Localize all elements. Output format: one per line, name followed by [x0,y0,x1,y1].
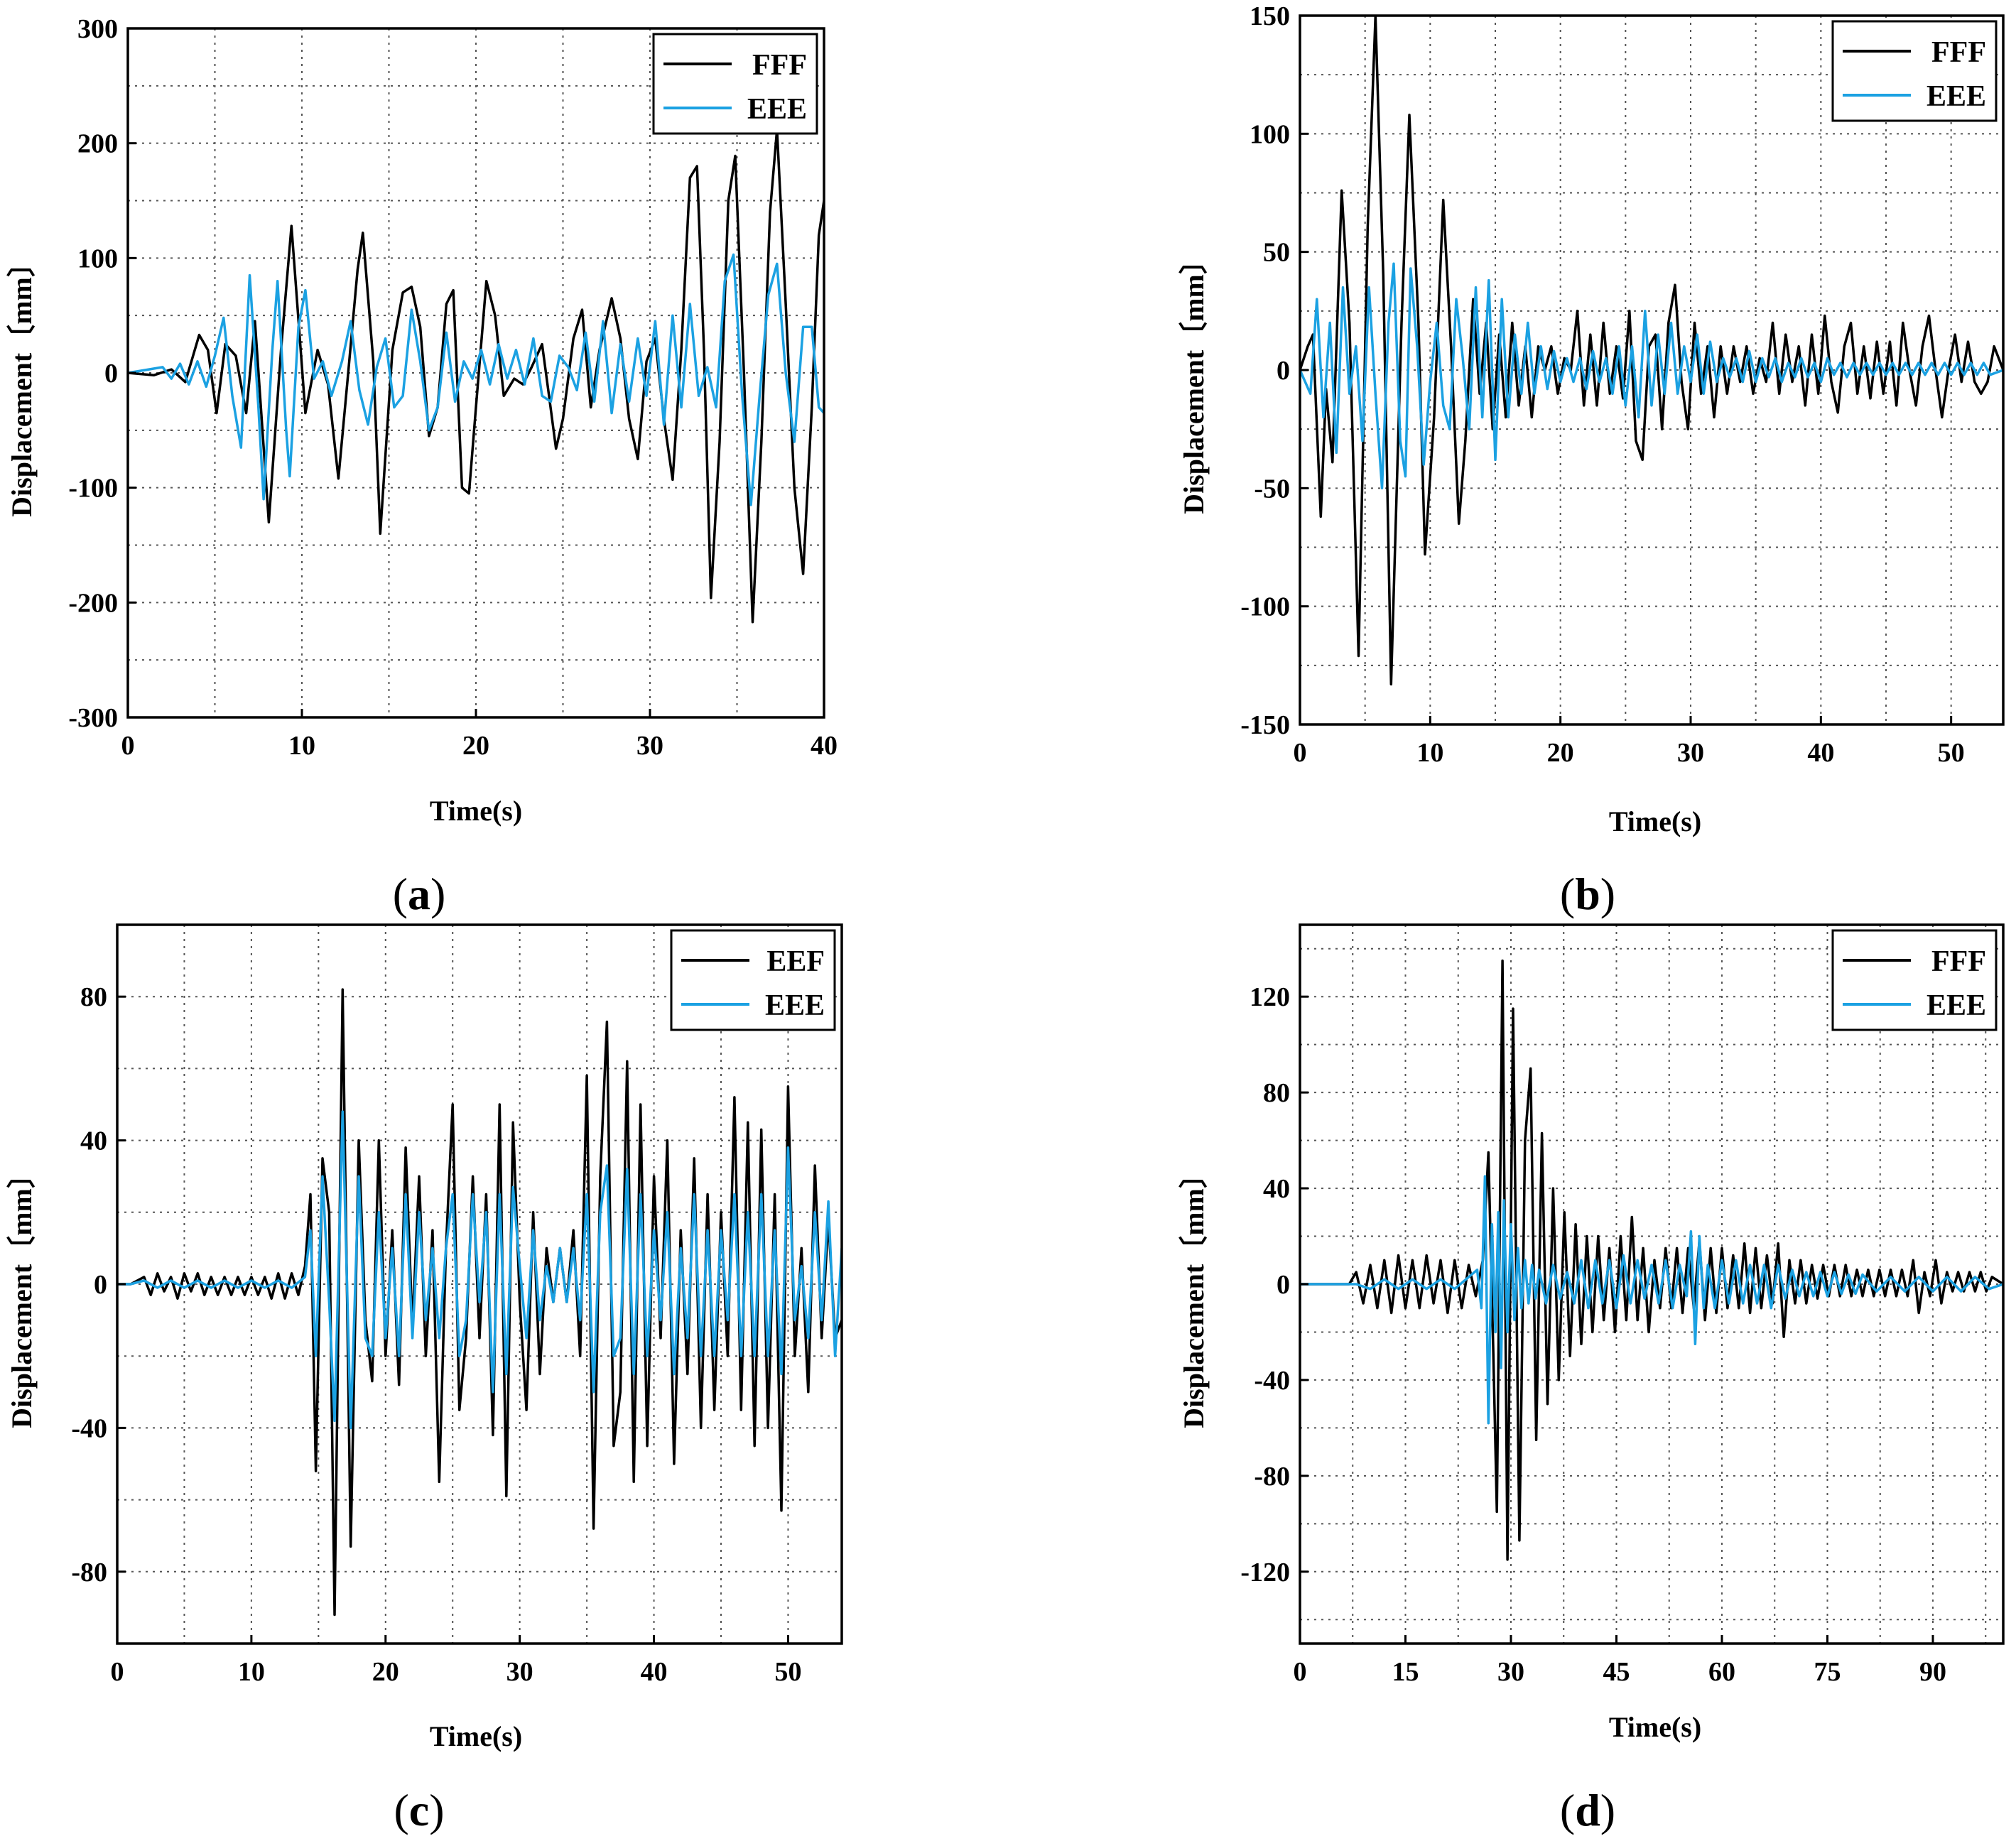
y-tick-label: 40 [1263,1174,1290,1204]
x-tick-label: 60 [1708,1657,1735,1687]
panel-label: (d) [1560,1785,1615,1835]
panel-letter: b [1575,869,1600,919]
x-tick-label: 20 [1547,738,1574,768]
legend: FFF EEE [652,33,818,135]
panel-label: (c) [394,1785,444,1835]
x-tick-label: 0 [111,1657,124,1687]
panel-letter: a [408,869,430,919]
grid-lines [1300,16,2003,724]
x-tick-label: 0 [1294,738,1307,768]
x-tick-label: 10 [1416,738,1443,768]
legend-label: FFF [752,49,807,82]
y-axis-title: Displacement〔mm〕 [1178,246,1210,514]
y-axis-title: Displacement〔mm〕 [6,249,38,517]
y-tick-label: 0 [1277,356,1290,386]
y-tick-label: 0 [104,359,118,389]
x-tick-label: 30 [506,1657,533,1687]
x-tick-label: 45 [1603,1657,1630,1687]
y-tick-label: 100 [77,244,118,273]
y-tick-label: -120 [1240,1558,1290,1587]
y-tick-label: 100 [1250,119,1290,149]
y-tick-label: 120 [1250,982,1290,1012]
y-tick-label: -200 [68,588,118,618]
x-tick-label: 40 [1807,738,1834,768]
y-tick-label: -80 [71,1558,107,1587]
panel-letter: d [1575,1785,1600,1835]
y-axis-title: Displacement〔mm〕 [1178,1160,1210,1428]
panel-label: (b) [1560,869,1615,919]
x-tick-label: 20 [462,731,489,761]
legend-box [670,929,836,1031]
y-tick-label: 0 [94,1270,107,1300]
x-tick-label: 0 [121,731,135,761]
legend-box [652,33,818,135]
x-axis-title: Time(s) [430,1720,522,1752]
y-tick-label: -50 [1254,474,1290,504]
y-tick-label: -100 [68,474,118,504]
y-tick-label: 0 [1277,1270,1290,1300]
series-line-eee [1300,262,2003,490]
legend: EEF EEE [670,929,836,1031]
x-tick-label: 50 [1938,738,1965,768]
legend-label: FFF [1931,36,1986,69]
y-tick-label: 80 [1263,1078,1290,1108]
x-tick-label: 40 [811,731,838,761]
x-tick-label: 10 [238,1657,265,1687]
y-tick-label: -40 [1254,1366,1290,1396]
legend-label: EEE [1926,80,1986,113]
x-tick-label: 15 [1392,1657,1419,1687]
chart-panel-d: 0 15 30 45 60 75 90 -120 -80 -40 0 40 80 120 Time(s) Di… [1178,923,2005,1835]
y-tick-label: -150 [1240,710,1290,740]
y-axis-title: Displacement〔mm〕 [6,1160,38,1428]
y-tick-label: -40 [71,1413,107,1443]
y-tick-label: 50 [1263,238,1290,268]
legend-label: FFF [1931,945,1986,978]
chart-panel-c: 0 10 20 30 40 50 -80 -40 0 40 80 Time(s) Displacemen… [6,923,843,1835]
grid-lines [128,28,824,717]
legend-label: EEE [1926,989,1986,1022]
chart-panel-b: 0 10 20 30 40 50 -150 -100 -50 0 50 100 150 Time(s) Di… [1178,1,2005,919]
legend-box [1831,929,1998,1031]
legend-label: EEE [747,93,807,126]
series-line-eee [1300,1175,2003,1425]
x-tick-label: 20 [372,1657,399,1687]
series-line-eee [128,253,824,506]
y-tick-label: -100 [1240,592,1290,622]
legend-label: EEE [765,989,825,1022]
x-tick-label: 10 [288,731,315,761]
y-tick-label: 80 [80,982,107,1012]
x-axis-title: Time(s) [430,795,522,827]
x-tick-label: 75 [1814,1657,1841,1687]
y-tick-label: 150 [1250,1,1290,31]
legend-box [1831,20,1998,122]
y-tick-label: 40 [80,1126,107,1156]
x-tick-label: 40 [641,1657,668,1687]
x-tick-label: 50 [774,1657,801,1687]
x-tick-label: 30 [1497,1657,1524,1687]
chart-panel-a: 0 10 20 30 40 -300 -200 -100 0 100 200 300 Time(s) Di… [6,14,838,919]
panel-letter: c [409,1785,429,1835]
x-tick-label: 90 [1919,1657,1946,1687]
y-tick-label: -80 [1254,1462,1290,1492]
panel-label: (a) [393,869,446,919]
y-tick-label: -300 [68,703,118,733]
legend: FFF EEE [1831,929,1998,1031]
x-tick-label: 30 [1677,738,1704,768]
x-axis-title: Time(s) [1609,1711,1701,1743]
series-line-eee [117,1110,842,1430]
y-tick-label: 300 [77,14,118,44]
legend: FFF EEE [1831,20,1998,122]
legend-label: EEF [766,945,825,978]
x-tick-label: 30 [636,731,663,761]
x-tick-label: 0 [1294,1657,1307,1687]
x-axis-title: Time(s) [1609,805,1701,837]
y-tick-label: 200 [77,129,118,159]
